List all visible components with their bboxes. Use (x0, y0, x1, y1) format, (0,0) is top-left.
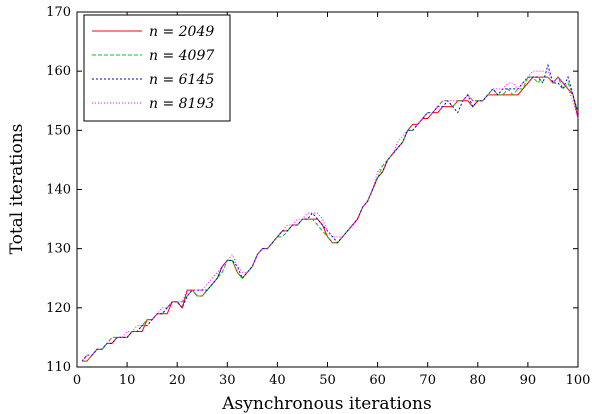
y-tick-label: 140 (46, 183, 71, 198)
y-tick-label: 150 (46, 123, 71, 138)
x-tick-label: 30 (219, 373, 236, 388)
y-tick-label: 160 (46, 64, 71, 79)
y-tick-label: 110 (46, 360, 71, 375)
x-tick-label: 10 (119, 373, 136, 388)
y-tick-label: 170 (46, 5, 71, 20)
x-tick-label: 50 (319, 373, 336, 388)
x-tick-label: 40 (269, 373, 286, 388)
series-layer (81, 63, 579, 362)
x-tick-label: 60 (369, 373, 386, 388)
x-tick-label: 20 (169, 373, 186, 388)
legend-label-4: n = 8193 (149, 96, 214, 112)
x-tick-label: 80 (470, 373, 487, 388)
x-axis-label: Asynchronous iterations (221, 394, 431, 414)
legend-box (83, 14, 231, 122)
legend: n = 2049 n = 4097 n = 6145 n = 8193 (83, 14, 231, 122)
x-tick-label: 100 (566, 373, 591, 388)
series-line-1 (82, 76, 579, 362)
x-tick-label: 0 (73, 373, 81, 388)
x-tick-label: 70 (419, 373, 436, 388)
series-line-3 (81, 63, 579, 362)
legend-label-2: n = 4097 (149, 48, 214, 64)
axes: 0 10 20 30 40 50 60 70 80 90 100 110 120 130 140 150 160… (46, 5, 590, 388)
y-tick-label: 120 (46, 301, 71, 316)
x-tick-label: 90 (520, 373, 537, 388)
y-axis-label: Total iterations (7, 124, 27, 255)
y-tick-label: 130 (46, 242, 71, 257)
legend-label-1: n = 2049 (149, 24, 214, 40)
legend-label-3: n = 6145 (149, 72, 214, 88)
